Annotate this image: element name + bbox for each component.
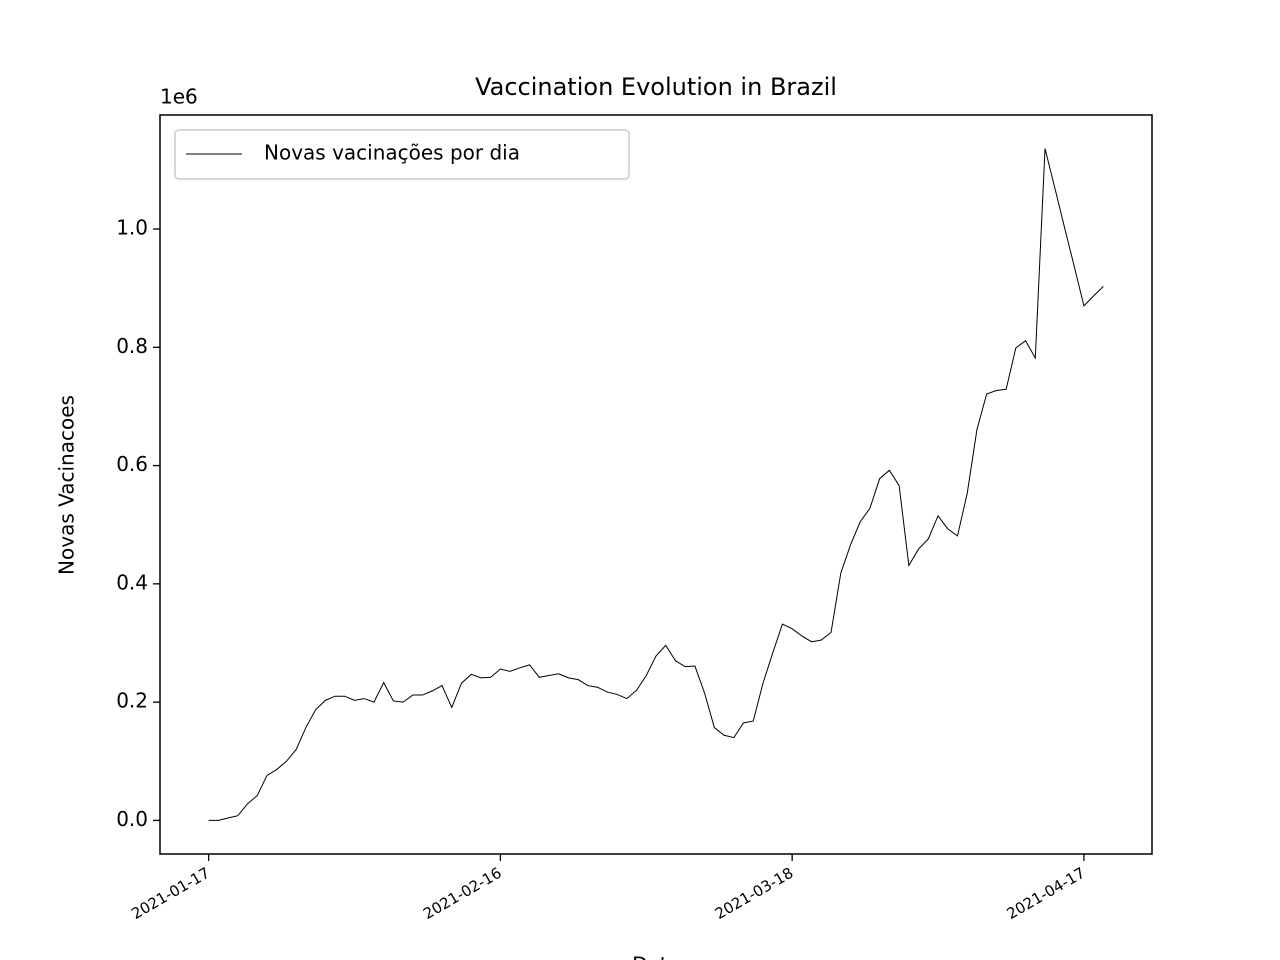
y-tick-label: 1.0 bbox=[116, 216, 148, 240]
y-axis-label: Novas Vacinacoes bbox=[55, 395, 79, 575]
x-axis-label: Date bbox=[632, 953, 680, 960]
legend-label: Novas vacinações por dia bbox=[264, 141, 520, 165]
y-tick-label: 0.6 bbox=[116, 452, 148, 476]
legend-box bbox=[174, 129, 630, 180]
y-tick-label: 0.2 bbox=[116, 689, 148, 713]
y-tick-label: 0.8 bbox=[116, 334, 148, 358]
y-tick-label: 0.0 bbox=[116, 807, 148, 831]
y-tick-label: 0.4 bbox=[116, 570, 148, 594]
chart-title: Vaccination Evolution in Brazil bbox=[475, 73, 837, 101]
plot-frame bbox=[159, 114, 1153, 855]
y-offset-label: 1e6 bbox=[160, 85, 198, 109]
data-line bbox=[208, 148, 1104, 821]
